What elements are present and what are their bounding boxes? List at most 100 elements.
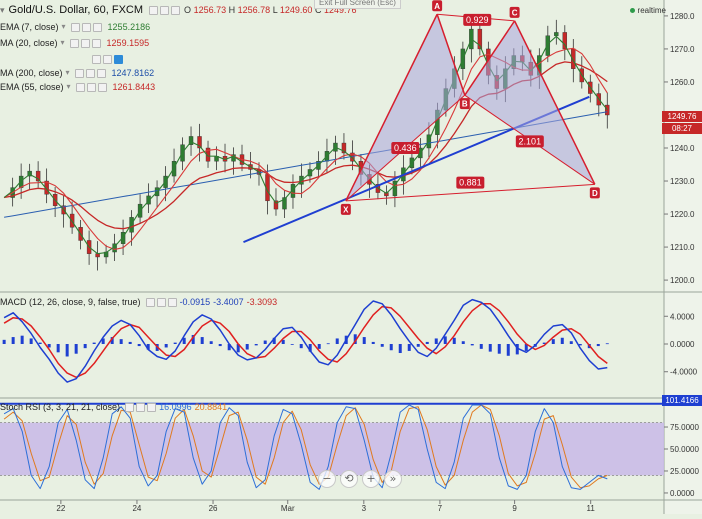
- dropdown-arrow-icon[interactable]: ▾: [65, 68, 70, 77]
- y-tick-label: 1240.0: [670, 144, 695, 153]
- reset-zoom-button[interactable]: ⟲: [340, 470, 358, 488]
- zoom-in-button[interactable]: +: [362, 470, 380, 488]
- ohlc-h-label: H: [228, 5, 236, 15]
- close-icon[interactable]: [96, 68, 106, 78]
- settings-icon[interactable]: [149, 5, 159, 15]
- indicator-row[interactable]: EMA (55, close) ▾ 1261.8443: [0, 80, 155, 94]
- ohlc-low: 1249.60: [279, 5, 313, 15]
- macd-buttons: [145, 297, 177, 307]
- zoom-out-button[interactable]: −: [318, 470, 336, 488]
- macd-hist-bar: [101, 338, 105, 344]
- settings-icon[interactable]: [70, 22, 80, 32]
- scroll-forward-button[interactable]: »: [384, 470, 402, 488]
- macd-value-1: -0.0915: [179, 297, 211, 307]
- indicator-value: 1261.8443: [112, 82, 156, 92]
- rsi-buttons: [125, 402, 157, 412]
- dropdown-arrow-icon[interactable]: ▾: [61, 22, 66, 31]
- indicator-label[interactable]: MA (20, close): [0, 38, 58, 48]
- hide-icon[interactable]: [86, 82, 96, 92]
- ohlc-o-label: O: [184, 5, 192, 15]
- indicator-label[interactable]: MA (200, close): [0, 68, 63, 78]
- y-tick-label: 1260.0: [670, 78, 695, 87]
- indicator-value: 1255.2186: [107, 22, 151, 32]
- rsi-hide-icon[interactable]: [136, 402, 146, 412]
- macd-hist-bar: [191, 334, 195, 344]
- realtime-dot-icon: [629, 8, 635, 13]
- ohlc-c-label: C: [314, 5, 322, 15]
- close-icon[interactable]: [92, 22, 102, 32]
- indicator-row[interactable]: MA (200, close) ▾ 1247.8162: [0, 66, 154, 80]
- macd-hist-bar: [254, 344, 258, 346]
- macd-y-tick-label: 0.0000: [670, 340, 695, 349]
- indicator-label[interactable]: EMA (55, close): [0, 82, 64, 92]
- pattern-leg: [513, 20, 596, 185]
- rsi-value-1: 16.0996: [159, 402, 192, 412]
- macd-hist-bar: [335, 338, 339, 344]
- rsi-label[interactable]: Stoch RSI (3, 3, 21, 21, close): [0, 402, 121, 412]
- macd-hist-bar: [299, 344, 303, 349]
- candle-body: [282, 197, 287, 210]
- macd-hist-bar: [164, 344, 168, 348]
- hide-icon[interactable]: [103, 54, 112, 64]
- macd-label[interactable]: MACD (12, 26, close, 9, false, true): [0, 297, 141, 307]
- close-icon[interactable]: [171, 5, 181, 15]
- pattern-point-label: B: [462, 100, 468, 109]
- symbol-title[interactable]: Gold/U.S. Dollar, 60, FXCM: [8, 4, 144, 16]
- macd-hide-icon[interactable]: [156, 297, 166, 307]
- settings-icon[interactable]: [92, 54, 101, 64]
- macd-hist-bar: [227, 344, 231, 351]
- rsi-close-icon[interactable]: [147, 402, 157, 412]
- pattern-ratio-label: 0.436: [394, 143, 417, 153]
- indicator-row[interactable]: [90, 52, 123, 66]
- symbol-buttons: [149, 5, 181, 15]
- macd-close-icon[interactable]: [167, 297, 177, 307]
- zoom-controls: − ⟲ + »: [318, 470, 402, 488]
- x-tick-label: 9: [512, 504, 517, 513]
- close-icon[interactable]: [91, 38, 101, 48]
- macd-settings-icon[interactable]: [145, 297, 155, 307]
- ohlc-readout: O 1256.73 H 1256.78 L 1249.60 C 1249.76: [184, 2, 356, 18]
- indicator-value: 1259.1595: [106, 38, 150, 48]
- hide-icon[interactable]: [85, 68, 95, 78]
- chart-header: ▾ Gold/U.S. Dollar, 60, FXCM O 1256.73 H…: [0, 2, 357, 18]
- rsi-y-tick-label: 25.0000: [670, 467, 699, 476]
- settings-icon[interactable]: [69, 38, 79, 48]
- indicator-buttons: [75, 82, 107, 92]
- exit-full-screen-button[interactable]: Exit Full Screen (Esc): [314, 0, 401, 9]
- dropdown-arrow-icon[interactable]: ▾: [66, 82, 71, 91]
- macd-hist-bar: [479, 344, 483, 349]
- pattern-point-box: [340, 203, 351, 215]
- close-icon[interactable]: [114, 54, 123, 64]
- close-icon[interactable]: [97, 82, 107, 92]
- macd-hist-bar: [452, 337, 456, 344]
- macd-hist-bar: [497, 344, 501, 354]
- menu-arrow-icon[interactable]: ▾: [0, 5, 5, 15]
- settings-icon[interactable]: [74, 68, 84, 78]
- settings-icon[interactable]: [75, 82, 85, 92]
- indicator-row[interactable]: MA (20, close) ▾ 1259.1595: [0, 36, 149, 50]
- hide-icon[interactable]: [160, 5, 170, 15]
- pattern-ratio-label: 0.929: [466, 15, 489, 25]
- dropdown-arrow-icon[interactable]: ▾: [60, 38, 65, 47]
- macd-hist-bar: [416, 344, 420, 347]
- macd-hist-bar: [47, 344, 51, 348]
- hide-icon[interactable]: [81, 22, 91, 32]
- macd-hist-bar: [56, 344, 60, 353]
- macd-hist-bar: [119, 339, 123, 344]
- macd-hist-bar: [353, 334, 357, 344]
- candle-body: [290, 184, 296, 198]
- rsi-y-tick-label: 0.0000: [670, 489, 695, 498]
- rsi-settings-icon[interactable]: [125, 402, 135, 412]
- macd-hist-bar: [524, 344, 528, 351]
- macd-hist-bar: [380, 344, 384, 347]
- macd-hist-bar: [218, 344, 222, 347]
- y-tick-label: 1280.0: [670, 12, 695, 21]
- hide-icon[interactable]: [80, 38, 90, 48]
- x-tick-label: 26: [209, 504, 218, 513]
- indicator-row[interactable]: EMA (7, close) ▾ 1255.2186: [0, 20, 150, 34]
- indicator-label[interactable]: EMA (7, close): [0, 22, 59, 32]
- pattern-leg: [345, 183, 595, 202]
- pattern-point-box: [432, 0, 443, 12]
